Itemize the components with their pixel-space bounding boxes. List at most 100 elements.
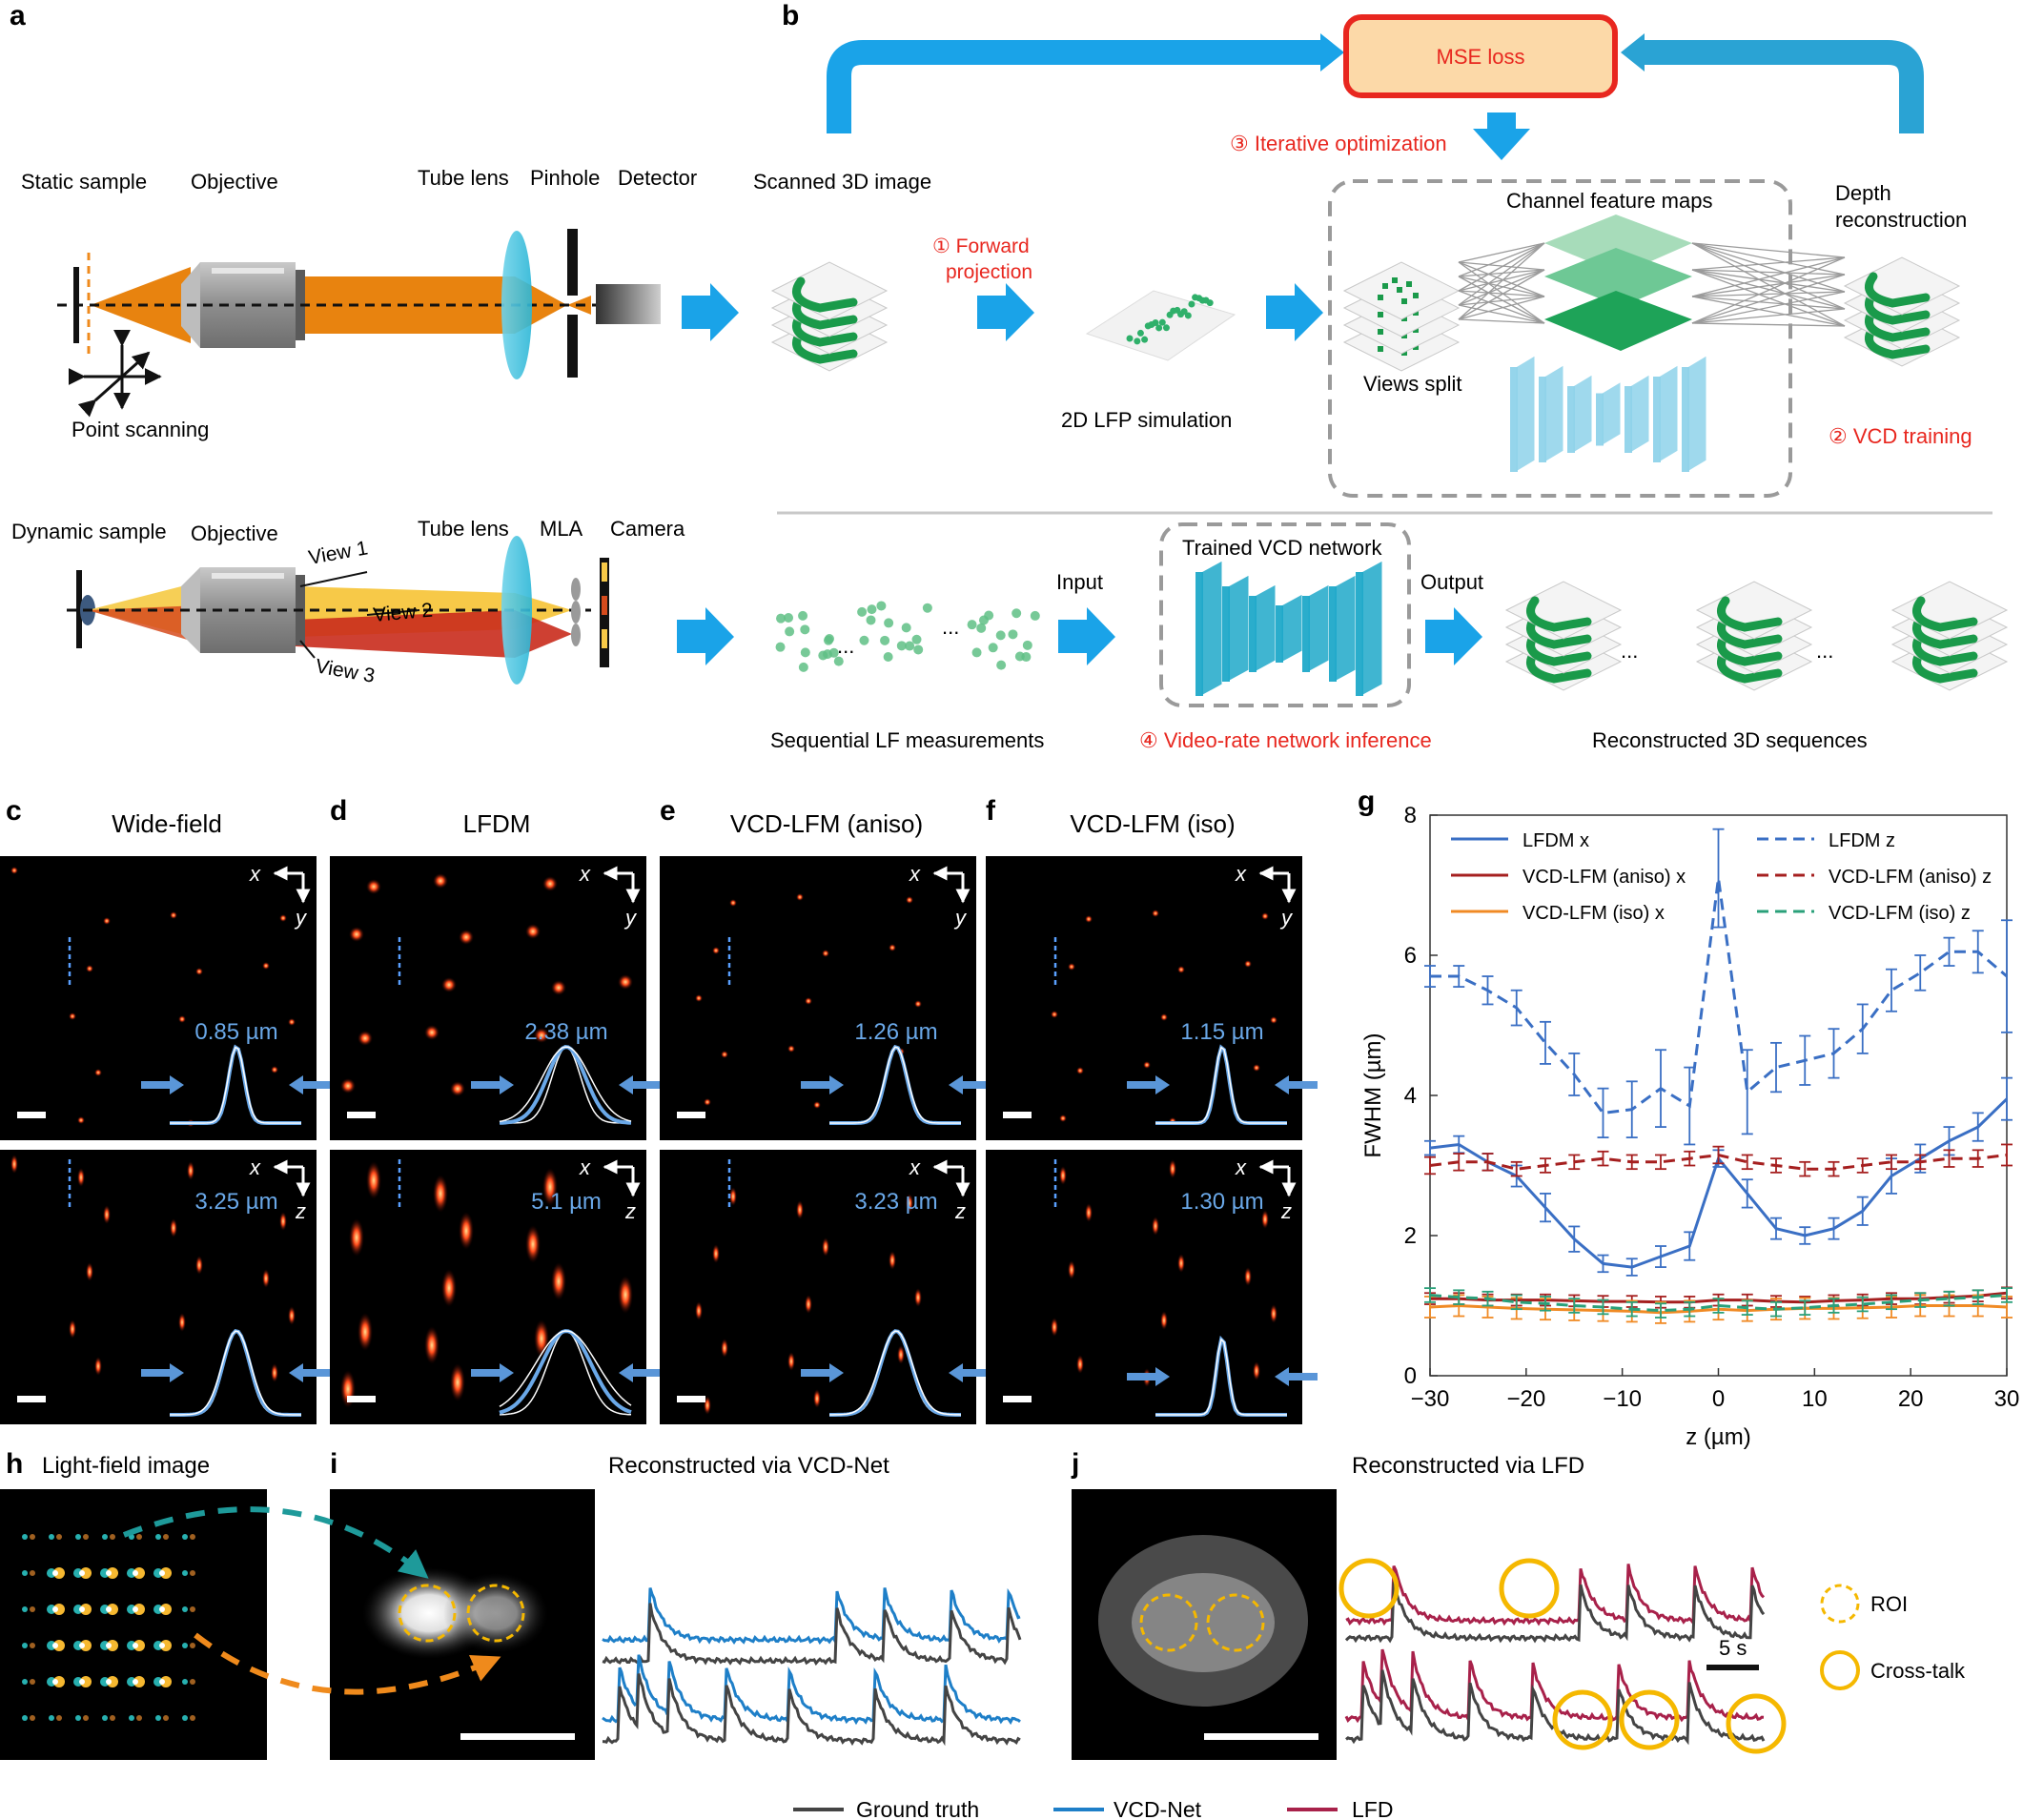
- bead-spot: [340, 1078, 356, 1094]
- bead-spot: [424, 1025, 439, 1040]
- trained-dash-box: [1159, 522, 1411, 707]
- bead-spot: [178, 1313, 186, 1332]
- psf-profile-curve: [829, 1046, 961, 1124]
- legend-vcd-label: VCD-Net: [1114, 1797, 1202, 1820]
- bead-spot: [1059, 1166, 1067, 1185]
- lf-spot-core: [106, 1643, 112, 1648]
- view-pixel: [1378, 312, 1383, 317]
- bead-spot: [271, 1363, 278, 1382]
- lf-dot: [784, 613, 794, 624]
- view-pixel: [1378, 329, 1383, 335]
- legend-entry: VCD-LFM (aniso) z: [1829, 867, 1992, 888]
- fwhm-value: 3.23 µm: [854, 1189, 937, 1215]
- axis-label-x: x: [1235, 1155, 1247, 1179]
- bead-spot: [796, 1200, 804, 1219]
- bead-spot: [1068, 1260, 1075, 1279]
- scale-bar-j: [1204, 1733, 1318, 1740]
- fwhm-arrow-left: [801, 1075, 844, 1094]
- micrograph-xy: [330, 856, 646, 1140]
- net-edge: [1691, 269, 1846, 327]
- fwhm-arrow-right: [289, 1363, 332, 1382]
- fwhm-arrow-right: [619, 1363, 662, 1382]
- bead-spot: [358, 1031, 373, 1046]
- lf-dot: [833, 656, 844, 666]
- scanned-3d-stack: [770, 261, 889, 372]
- label-objective-2: Objective: [191, 521, 278, 545]
- iterative-label: ③ Iterative optimization: [1230, 132, 1447, 155]
- bead-spot: [787, 1045, 795, 1053]
- label-tube-lens-2: Tube lens: [418, 517, 509, 541]
- lfp-dot: [1158, 318, 1166, 326]
- lf-spot: [133, 1640, 145, 1651]
- lf-dot: [800, 647, 810, 658]
- lf-dot: [776, 613, 787, 624]
- lf-dot: [866, 615, 876, 625]
- bead-spot: [433, 1175, 448, 1213]
- bottom-legend: Ground truth VCD-Net LFD: [793, 1797, 1393, 1820]
- bead-spot: [195, 1256, 203, 1275]
- bead-spot: [1169, 1159, 1176, 1178]
- fwhm-chart: −30 −20 −10 0 10 20 30 0 2 4 6 8 z (µm) FWHM (µm) LFDM…: [1360, 803, 2019, 1450]
- lf-spot: [190, 1534, 195, 1540]
- mse-loss-box: [1343, 14, 1618, 98]
- cnn-layer: [1658, 364, 1679, 463]
- lf-dot: [911, 634, 922, 644]
- panel-label-c: c: [6, 795, 22, 827]
- recon-dots-2: ...: [1816, 639, 1833, 663]
- cnn-layer: [1280, 593, 1303, 664]
- bead-spot: [195, 968, 203, 975]
- net-edge: [1691, 242, 1846, 276]
- arrow-to-net: [1266, 283, 1323, 341]
- lf-spot: [163, 1534, 169, 1540]
- cnn-layer-face: [1625, 386, 1632, 453]
- seq-dots-2: ...: [942, 615, 959, 639]
- bead-spot: [358, 1313, 373, 1351]
- video-rate-label: ④ Video-rate network inference: [1139, 728, 1432, 752]
- scale-bar: [1003, 1396, 1032, 1402]
- tube-lens-icon: [501, 231, 532, 379]
- lf-spot-core: [79, 1606, 85, 1612]
- net-edge: [1458, 242, 1545, 306]
- training-dash-box: [1328, 179, 1792, 498]
- bead-spot: [279, 914, 287, 922]
- roi-1: [398, 1584, 457, 1643]
- bead-spot: [349, 1218, 364, 1257]
- lf-dot: [984, 610, 994, 621]
- net-edge: [1458, 269, 1545, 306]
- trace-vcd-2: [602, 1654, 1021, 1726]
- scale-bar: [17, 1112, 46, 1118]
- lfp-dot: [1162, 324, 1170, 332]
- views-split-label: Views split: [1363, 372, 1462, 396]
- arrow-input: [1058, 607, 1115, 665]
- series-line: [1429, 1294, 2008, 1313]
- cnn-layer-face: [1249, 596, 1257, 672]
- psf-profile-curve: [499, 1330, 632, 1407]
- bead-spot: [534, 1028, 549, 1043]
- mla-icon: [571, 578, 581, 646]
- bead-spot: [1160, 1311, 1168, 1330]
- trace-vcd-1: [602, 1587, 1021, 1646]
- bead-spot: [279, 1212, 287, 1231]
- bead-spot: [366, 879, 381, 894]
- fwhm-arrow-right: [949, 1363, 991, 1382]
- lf-spot: [190, 1715, 195, 1721]
- lf-spot-core: [133, 1570, 138, 1576]
- seq-lf-label: Sequential LF measurements: [770, 728, 1044, 752]
- fwhm-arrow-left: [141, 1363, 184, 1382]
- bead-spot: [450, 1363, 465, 1401]
- bead-spot: [525, 1225, 541, 1263]
- lf-dot: [828, 647, 839, 658]
- net-edge: [1691, 256, 1846, 297]
- output-label: Output: [1420, 570, 1483, 594]
- cnn-layer-face: [1195, 572, 1203, 696]
- lfp-dot: [1170, 307, 1177, 315]
- panel-label-j: j: [1071, 1448, 1079, 1480]
- lf-spot-core: [133, 1643, 138, 1648]
- bead-spot: [1051, 1011, 1058, 1018]
- net-edge: [1691, 242, 1846, 293]
- net-edge: [1691, 308, 1846, 324]
- bead-spot: [787, 1352, 795, 1371]
- bead-spot: [618, 974, 633, 990]
- cnn-layer: [1307, 583, 1330, 673]
- bead-spot: [262, 1269, 270, 1288]
